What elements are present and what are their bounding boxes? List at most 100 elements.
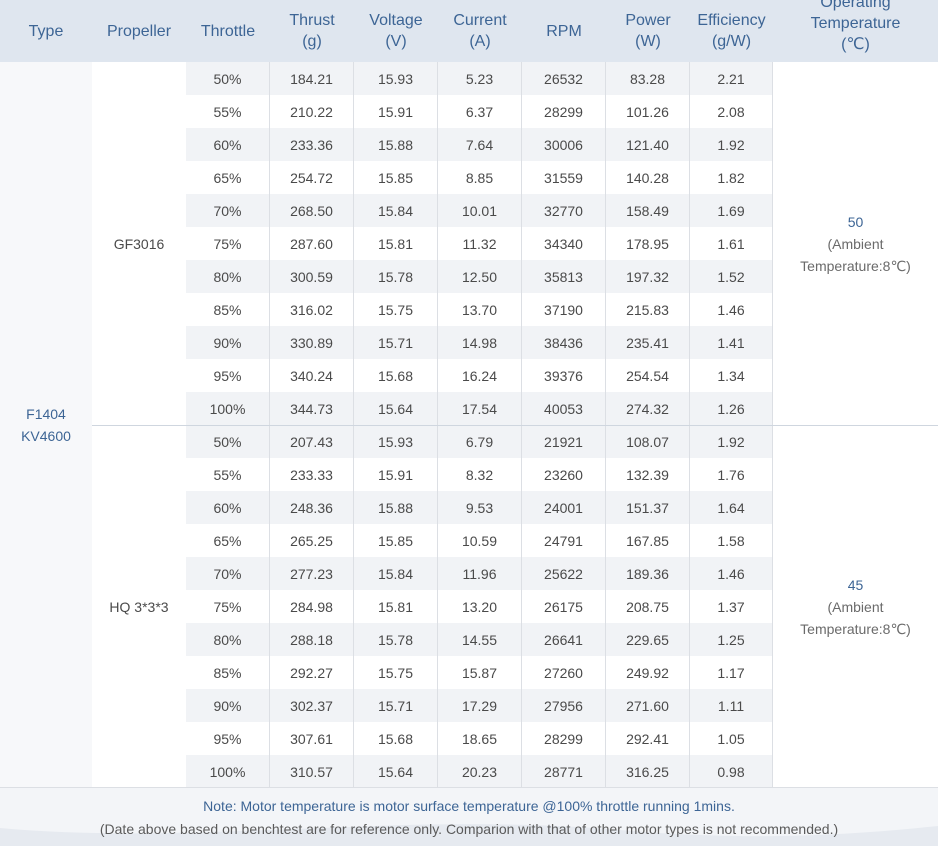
operating-temperature-cell: 50 (Ambient Temperature:8℃) xyxy=(773,62,938,425)
throttle-cell: 95% xyxy=(186,359,270,392)
table-row: 80% 300.59 15.78 12.50 35813 197.32 1.52 xyxy=(186,260,773,293)
efficiency-cell: 1.69 xyxy=(690,194,773,227)
throttle-cell: 50% xyxy=(186,62,270,95)
table-row: 80% 288.18 15.78 14.55 26641 229.65 1.25 xyxy=(186,623,773,656)
rpm-cell: 26175 xyxy=(522,590,606,623)
efficiency-cell: 2.08 xyxy=(690,95,773,128)
ambient-note-line2: Temperature:8℃) xyxy=(800,620,911,637)
voltage-cell: 15.68 xyxy=(354,722,438,755)
throttle-cell: 90% xyxy=(186,689,270,722)
efficiency-cell: 1.05 xyxy=(690,722,773,755)
table-row: 90% 330.89 15.71 14.98 38436 235.41 1.41 xyxy=(186,326,773,359)
throttle-cell: 80% xyxy=(186,260,270,293)
efficiency-cell: 1.61 xyxy=(690,227,773,260)
rpm-cell: 37190 xyxy=(522,293,606,326)
rpm-cell: 28299 xyxy=(522,95,606,128)
rpm-cell: 32770 xyxy=(522,194,606,227)
efficiency-cell: 1.26 xyxy=(690,392,773,425)
footer-disclaimer: (Date above based on benchtest are for r… xyxy=(99,821,839,837)
voltage-cell: 15.75 xyxy=(354,293,438,326)
voltage-cell: 15.68 xyxy=(354,359,438,392)
operating-temperature-cell: 45 (Ambient Temperature:8℃) xyxy=(773,425,938,788)
table-row: 95% 307.61 15.68 18.65 28299 292.41 1.05 xyxy=(186,722,773,755)
power-cell: 178.95 xyxy=(606,227,690,260)
thrust-cell: 265.25 xyxy=(270,524,354,557)
current-cell: 7.64 xyxy=(438,128,522,161)
rpm-cell: 23260 xyxy=(522,458,606,491)
header-voltage: Voltage (V) xyxy=(369,12,423,50)
table-row: 60% 248.36 15.88 9.53 24001 151.37 1.64 xyxy=(186,491,773,524)
header-power: Power (W) xyxy=(625,12,671,50)
voltage-cell: 15.84 xyxy=(354,194,438,227)
thrust-cell: 268.50 xyxy=(270,194,354,227)
power-cell: 254.54 xyxy=(606,359,690,392)
voltage-cell: 15.88 xyxy=(354,491,438,524)
voltage-cell: 15.78 xyxy=(354,260,438,293)
table-header: Type Propeller Throttle Thrust (g) Volta… xyxy=(0,0,938,63)
rpm-cell: 31559 xyxy=(522,161,606,194)
current-cell: 17.29 xyxy=(438,689,522,722)
table-row: 85% 292.27 15.75 15.87 27260 249.92 1.17 xyxy=(186,656,773,689)
current-cell: 6.37 xyxy=(438,95,522,128)
current-cell: 6.79 xyxy=(438,425,522,458)
current-cell: 5.23 xyxy=(438,62,522,95)
table-row: 100% 310.57 15.64 20.23 28771 316.25 0.98 xyxy=(186,755,773,788)
power-cell: 292.41 xyxy=(606,722,690,755)
current-cell: 13.70 xyxy=(438,293,522,326)
rpm-cell: 26641 xyxy=(522,623,606,656)
thrust-cell: 287.60 xyxy=(270,227,354,260)
power-cell: 229.65 xyxy=(606,623,690,656)
current-cell: 11.96 xyxy=(438,557,522,590)
throttle-cell: 70% xyxy=(186,194,270,227)
voltage-cell: 15.81 xyxy=(354,590,438,623)
efficiency-cell: 1.34 xyxy=(690,359,773,392)
current-cell: 11.32 xyxy=(438,227,522,260)
current-cell: 14.98 xyxy=(438,326,522,359)
throttle-cell: 100% xyxy=(186,392,270,425)
thrust-cell: 307.61 xyxy=(270,722,354,755)
efficiency-cell: 1.46 xyxy=(690,557,773,590)
table-footer xyxy=(0,787,938,846)
rpm-cell: 27956 xyxy=(522,689,606,722)
propeller-cell: GF3016 xyxy=(92,62,187,425)
thrust-cell: 184.21 xyxy=(270,62,354,95)
thrust-cell: 233.33 xyxy=(270,458,354,491)
header-propeller: Propeller xyxy=(106,22,172,40)
table-row: 50% 207.43 15.93 6.79 21921 108.07 1.92 xyxy=(186,425,773,458)
table-row: 55% 210.22 15.91 6.37 28299 101.26 2.08 xyxy=(186,95,773,128)
throttle-cell: 90% xyxy=(186,326,270,359)
thrust-cell: 254.72 xyxy=(270,161,354,194)
rpm-cell: 24001 xyxy=(522,491,606,524)
thrust-cell: 292.27 xyxy=(270,656,354,689)
table-row: 75% 284.98 15.81 13.20 26175 208.75 1.37 xyxy=(186,590,773,623)
current-cell: 12.50 xyxy=(438,260,522,293)
efficiency-cell: 1.92 xyxy=(690,425,773,458)
efficiency-cell: 1.11 xyxy=(690,689,773,722)
header-throttle: Throttle xyxy=(200,22,256,40)
voltage-cell: 15.91 xyxy=(354,458,438,491)
group-divider xyxy=(92,425,938,426)
efficiency-cell: 1.82 xyxy=(690,161,773,194)
voltage-cell: 15.85 xyxy=(354,524,438,557)
power-cell: 83.28 xyxy=(606,62,690,95)
thrust-cell: 316.02 xyxy=(270,293,354,326)
power-cell: 197.32 xyxy=(606,260,690,293)
footer-wave-decoration xyxy=(0,824,938,846)
efficiency-cell: 1.92 xyxy=(690,128,773,161)
thrust-cell: 340.24 xyxy=(270,359,354,392)
current-cell: 8.85 xyxy=(438,161,522,194)
thrust-cell: 210.22 xyxy=(270,95,354,128)
voltage-cell: 15.85 xyxy=(354,161,438,194)
current-cell: 20.23 xyxy=(438,755,522,788)
throttle-cell: 75% xyxy=(186,227,270,260)
table-row: 55% 233.33 15.91 8.32 23260 132.39 1.76 xyxy=(186,458,773,491)
power-cell: 167.85 xyxy=(606,524,690,557)
throttle-cell: 95% xyxy=(186,722,270,755)
current-cell: 15.87 xyxy=(438,656,522,689)
voltage-cell: 15.64 xyxy=(354,392,438,425)
rpm-cell: 21921 xyxy=(522,425,606,458)
current-cell: 13.20 xyxy=(438,590,522,623)
efficiency-cell: 1.58 xyxy=(690,524,773,557)
type-column-bg xyxy=(0,62,93,787)
